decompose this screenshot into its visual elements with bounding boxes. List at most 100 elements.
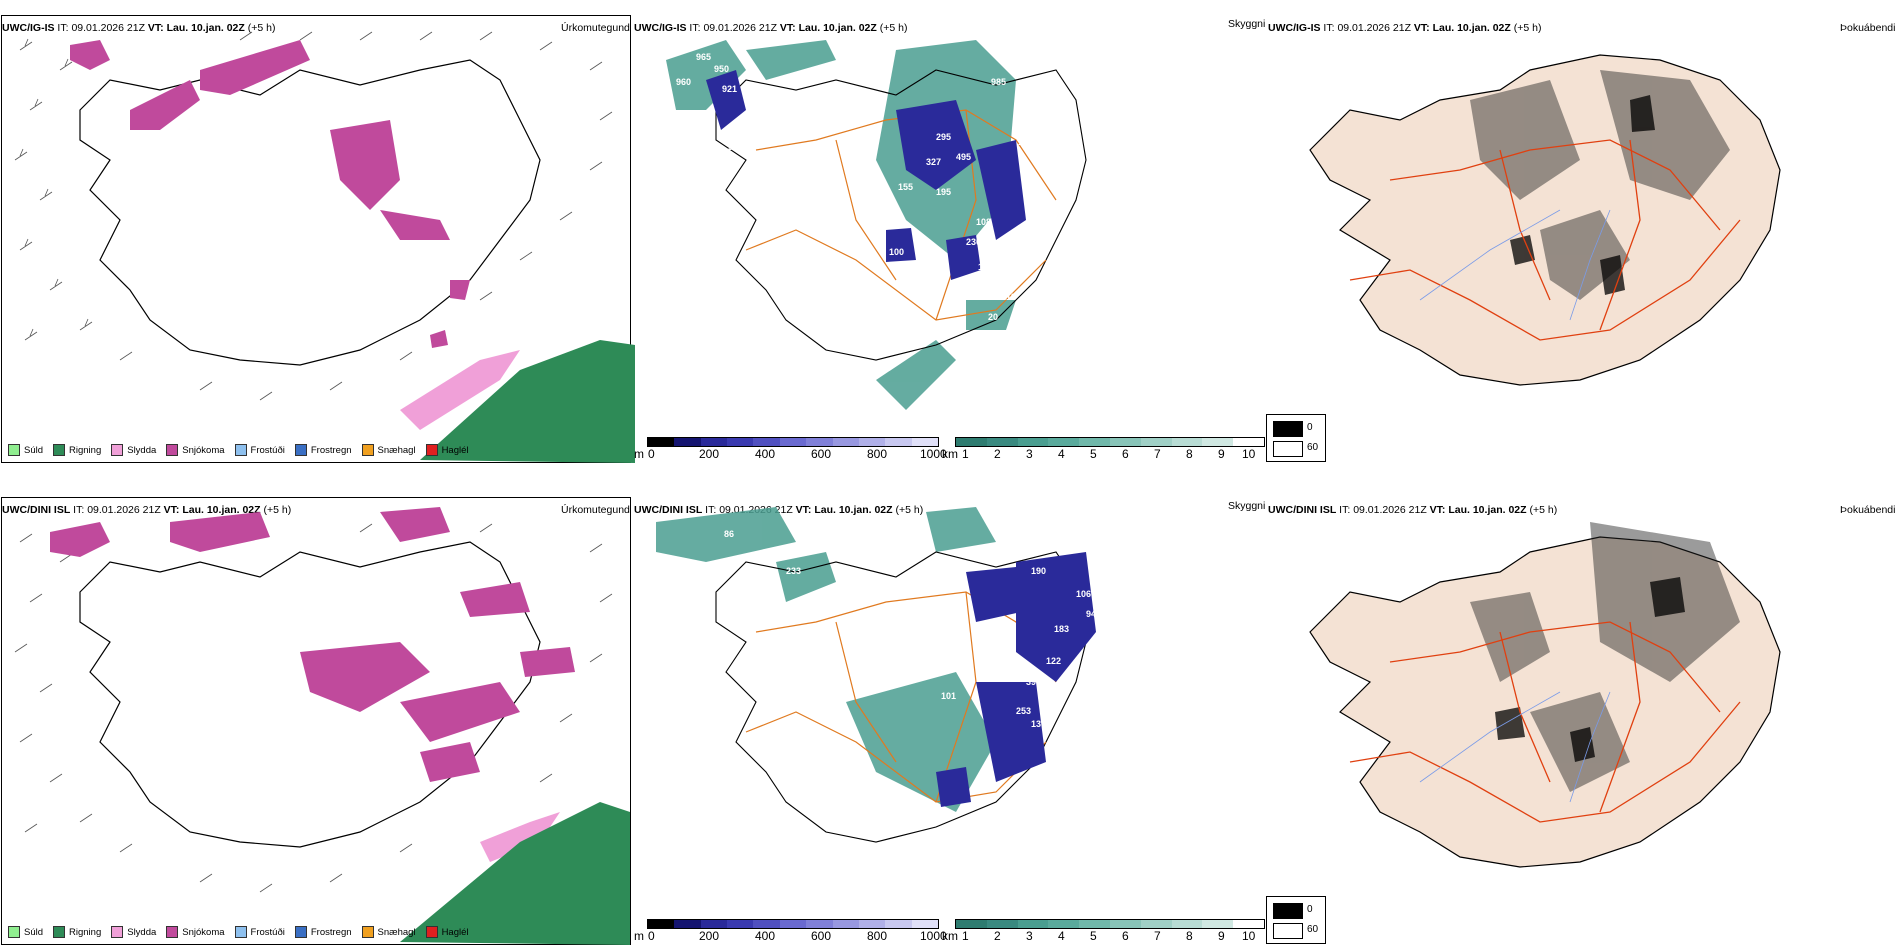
panel-header: UWC/IG-IS IT: 09.01.2026 21Z VT: Lau. 10… <box>634 22 907 34</box>
cloud-base-labels: 985 985 965 960 950 921 919 531 327 295 … <box>676 37 1033 322</box>
legend-label: Snjókoma <box>182 926 225 938</box>
it-value: 09.01.2026 21Z <box>1353 504 1427 516</box>
lead-time: (+5 h) <box>247 22 276 34</box>
cloud-value-label: 89 <box>1056 776 1066 786</box>
rain-area <box>400 802 630 945</box>
cloud-value-label: 960 <box>676 77 691 87</box>
it-value: 09.01.2026 21Z <box>87 504 161 516</box>
fog-legend: 0 60 <box>1266 896 1326 944</box>
legend-label: Snæhagl <box>377 926 416 938</box>
colorbar-tick: 7 <box>1154 447 1161 461</box>
model-name: UWC/DINI ISL <box>2 504 71 516</box>
iceland-land <box>1309 536 1781 868</box>
cloud-value-label: 123 <box>1096 586 1111 596</box>
legend-swatch <box>53 926 66 938</box>
legend-item: Frostúði <box>234 926 285 938</box>
visibility-map: 240 233 86 133 190 118 106 123 94 183 12… <box>656 507 1144 843</box>
model-name: UWC/IG-IS <box>1268 22 1321 34</box>
legend-item: Rigning <box>53 926 101 938</box>
cloud-value-label: 495 <box>956 152 971 162</box>
colorbar-tick: 9 <box>1218 447 1225 461</box>
vt-label: VT: <box>1429 504 1446 516</box>
cloud-value-label: 85 <box>1082 689 1092 699</box>
legend-label: Rigning <box>69 444 102 456</box>
cloud-value-label: 13 <box>1031 719 1041 729</box>
cloud-value-label: 195 <box>936 187 951 197</box>
vt-value: Lau. 10.jan. 02Z <box>814 504 893 516</box>
colorbar-tick: 10 <box>1242 929 1256 943</box>
fog-legend-white <box>1273 923 1303 939</box>
snow-areas <box>50 507 575 782</box>
sleet-area <box>480 812 560 862</box>
cloud-value-label: 327 <box>926 157 941 167</box>
colorbar-tick: 200 <box>699 929 720 943</box>
cloud-value-label: 295 <box>936 132 951 142</box>
legend-label: Frostúði <box>250 926 285 938</box>
cloud-value-label: 86 <box>724 529 734 539</box>
vt-value: Lau. 10.jan. 02Z <box>1448 504 1527 516</box>
legend-swatch <box>111 444 124 456</box>
iceland-outline <box>79 59 541 366</box>
iceland-outline <box>715 69 1087 361</box>
visibility-colorbar <box>955 437 1265 447</box>
fog-legend-black <box>1273 903 1303 919</box>
legend-swatch <box>361 926 374 938</box>
cloud-value-label: 921 <box>722 84 737 94</box>
panel-header: UWC/DINI ISL IT: 09.01.2026 21Z VT: Lau.… <box>1268 504 1557 516</box>
precip-legend: Súld Rigning Slydda Snjókoma Frostúði Fr… <box>8 444 479 456</box>
colorbar-tick: 9 <box>1218 929 1225 943</box>
legend-item: Snæhagl <box>361 926 416 938</box>
fog-legend-black-label: 0 <box>1307 904 1313 915</box>
colorbar-tick: 200 <box>699 447 720 461</box>
cloud-value-label: 531 <box>786 117 801 127</box>
cloud-value-label: 253 <box>1016 706 1031 716</box>
colorbar-tick: 600 <box>811 447 832 461</box>
cloud-value-label: 191 <box>1129 676 1144 686</box>
cloud-value-label: 122 <box>1046 656 1061 666</box>
fog-legend-white-label: 60 <box>1307 442 1319 453</box>
legend-label: Slydda <box>127 444 157 456</box>
model-name: UWC/DINI ISL <box>1268 504 1337 516</box>
colorbar-tick: 4 <box>1058 929 1065 943</box>
vt-label: VT: <box>1413 22 1430 34</box>
colorbar-tick: 800 <box>867 929 888 943</box>
legend-label: Haglél <box>441 444 469 456</box>
panel-header: UWC/IG-IS IT: 09.01.2026 21Z VT: Lau. 10… <box>1268 22 1541 34</box>
vt-value: Lau. 10.jan. 02Z <box>182 504 261 516</box>
legend-swatch <box>111 926 124 938</box>
fog-map <box>1309 522 1781 868</box>
wind-barbs <box>14 31 613 401</box>
precip-type-frame <box>1 15 631 463</box>
cloud-value-label: 985 <box>991 77 1006 87</box>
it-value: 09.01.2026 21Z <box>703 22 777 34</box>
fog-legend-white <box>1273 441 1303 457</box>
it-label: IT: <box>689 22 701 34</box>
precip-type-frame <box>1 497 631 945</box>
cloud-value-label: 233 <box>786 566 801 576</box>
legend-swatch <box>425 444 438 456</box>
legend-swatch <box>234 444 247 456</box>
colorbar-tick: 7 <box>1154 929 1161 943</box>
colorbar-tick: 6 <box>1122 447 1129 461</box>
legend-item: Snjókoma <box>166 444 225 456</box>
cloud-value-label: 155 <box>898 182 913 192</box>
legend-item: Slydda <box>111 444 156 456</box>
colorbar-tick: 0 <box>648 447 655 461</box>
lead-time: (+5 h) <box>879 22 908 34</box>
it-label: IT: <box>1323 22 1335 34</box>
legend-label: Slydda <box>127 926 157 938</box>
colorbar-tick: 2 <box>994 447 1001 461</box>
panel-header: UWC/DINI ISL IT: 09.01.2026 21Z VT: Lau.… <box>2 504 291 516</box>
vt-value: Lau. 10.jan. 02Z <box>1432 22 1511 34</box>
it-label: IT: <box>57 22 69 34</box>
precip-type-map <box>14 31 635 463</box>
colorbar-tick: 1000 <box>920 929 947 943</box>
colorbar-tick: 0 <box>648 929 655 943</box>
it-value: 09.01.2026 21Z <box>1337 22 1411 34</box>
vt-label: VT: <box>779 22 796 34</box>
legend-swatch <box>361 444 374 456</box>
cloud-value-label: 108 <box>976 217 991 227</box>
cloud-value-label: 118 <box>1091 564 1106 574</box>
fog-legend: 0 60 <box>1266 414 1326 462</box>
cloud-value-label: 106 <box>1076 589 1091 599</box>
